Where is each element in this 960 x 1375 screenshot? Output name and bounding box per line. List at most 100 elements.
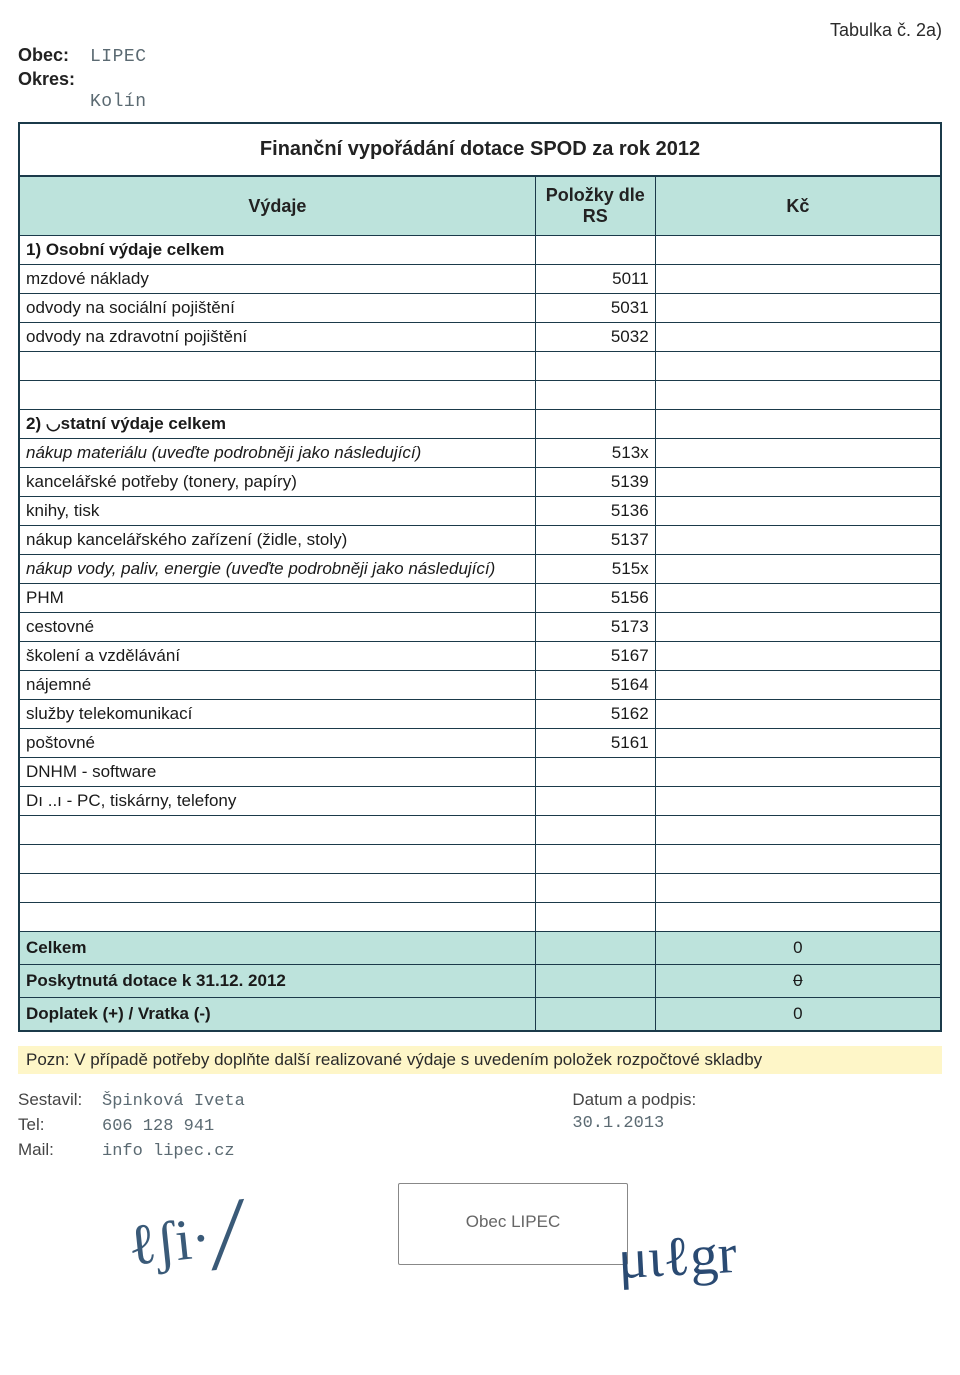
cell-label xyxy=(19,903,535,932)
cell-kc xyxy=(655,584,941,613)
cell-label: PHM xyxy=(19,584,535,613)
cell-kc xyxy=(655,468,941,497)
okres-value: Kolín xyxy=(90,92,147,112)
cell-kc xyxy=(655,526,941,555)
cell-kc xyxy=(655,729,941,758)
total-row: Celkem0 xyxy=(19,932,941,965)
cell-rs xyxy=(535,352,655,381)
cell-rs xyxy=(535,816,655,845)
table-header-row: Výdaje Položky dle RS Kč xyxy=(19,176,941,236)
cell-rs: 5139 xyxy=(535,468,655,497)
cell-label: mzdové náklady xyxy=(19,265,535,294)
table-row: nákup kancelářského zařízení (židle, sto… xyxy=(19,526,941,555)
cell-rs: 5032 xyxy=(535,323,655,352)
total-rs xyxy=(535,965,655,998)
table-row xyxy=(19,352,941,381)
cell-kc xyxy=(655,613,941,642)
cell-kc xyxy=(655,903,941,932)
total-row: Doplatek (+) / Vratka (-) 0 xyxy=(19,998,941,1032)
table-row: DNHM - software xyxy=(19,758,941,787)
cell-rs: 5136 xyxy=(535,497,655,526)
cell-label xyxy=(19,845,535,874)
cell-label: 2) ◡statní výdaje celkem xyxy=(19,410,535,439)
cell-rs xyxy=(535,381,655,410)
cell-rs: 5011 xyxy=(535,265,655,294)
cell-rs xyxy=(535,845,655,874)
cell-label xyxy=(19,352,535,381)
cell-label: nákup materiálu (uveďte podrobněji jako … xyxy=(19,439,535,468)
table-row: odvody na zdravotní pojištění5032 xyxy=(19,323,941,352)
cell-label xyxy=(19,816,535,845)
cell-label: 1) Osobní výdaje celkem xyxy=(19,236,535,265)
cell-rs xyxy=(535,903,655,932)
cell-label: poštovné xyxy=(19,729,535,758)
table-row xyxy=(19,874,941,903)
total-kc: 0 xyxy=(655,965,941,998)
mail-label: Mail: xyxy=(18,1140,88,1160)
table-row: školení a vzdělávání5167 xyxy=(19,642,941,671)
cell-kc xyxy=(655,874,941,903)
cell-kc xyxy=(655,555,941,584)
table-row: nákup vody, paliv, energie (uveďte podro… xyxy=(19,555,941,584)
table-title-row: Finanční vypořádání dotace SPOD za rok 2… xyxy=(19,123,941,176)
table-row: PHM5156 xyxy=(19,584,941,613)
tel-value: 606 128 941 xyxy=(102,1117,214,1136)
cell-label: odvody na zdravotní pojištění xyxy=(19,323,535,352)
table-number: Tabulka č. 2a) xyxy=(18,20,942,41)
table-row: nákup materiálu (uveďte podrobněji jako … xyxy=(19,439,941,468)
cell-label: nákup vody, paliv, energie (uveďte podro… xyxy=(19,555,535,584)
cell-label: nájemné xyxy=(19,671,535,700)
cell-kc xyxy=(655,758,941,787)
cell-kc xyxy=(655,642,941,671)
cell-kc xyxy=(655,700,941,729)
cell-rs: 513x xyxy=(535,439,655,468)
cell-rs: 5137 xyxy=(535,526,655,555)
table-row: cestovné5173 xyxy=(19,613,941,642)
cell-kc xyxy=(655,323,941,352)
cell-rs xyxy=(535,758,655,787)
total-rs xyxy=(535,932,655,965)
sestavil-value: Špinková Iveta xyxy=(102,1092,245,1111)
table-row: služby telekomunikací5162 xyxy=(19,700,941,729)
table-row: nájemné5164 xyxy=(19,671,941,700)
col-kc-header: Kč xyxy=(655,176,941,236)
cell-label: knihy, tisk xyxy=(19,497,535,526)
cell-kc xyxy=(655,787,941,816)
table-row xyxy=(19,845,941,874)
table-row: Dı ..ı - PC, tiskárny, telefony xyxy=(19,787,941,816)
cell-label: cestovné xyxy=(19,613,535,642)
cell-rs: 5161 xyxy=(535,729,655,758)
total-label: Doplatek (+) / Vratka (-) xyxy=(19,998,535,1032)
cell-kc xyxy=(655,236,941,265)
cell-label: služby telekomunikací xyxy=(19,700,535,729)
cell-label: DNHM - software xyxy=(19,758,535,787)
finance-table: Finanční vypořádání dotace SPOD za rok 2… xyxy=(18,122,942,1032)
okres-label: Okres: xyxy=(18,69,78,90)
cell-rs: 5156 xyxy=(535,584,655,613)
cell-label: školení a vzdělávání xyxy=(19,642,535,671)
note: Pozn: V případě potřeby doplňte další re… xyxy=(18,1046,942,1074)
signature-1: ℓʃi·╱ xyxy=(125,1199,249,1279)
footer: Sestavil: Špinková Iveta Tel: 606 128 94… xyxy=(18,1090,942,1165)
cell-kc xyxy=(655,816,941,845)
total-kc: 0 xyxy=(655,932,941,965)
cell-label xyxy=(19,874,535,903)
table-row: 2) ◡statní výdaje celkem xyxy=(19,410,941,439)
cell-rs: 5167 xyxy=(535,642,655,671)
obec-label: Obec: xyxy=(18,45,78,66)
stamp: Obec LIPEC xyxy=(398,1183,628,1265)
sestavil-label: Sestavil: xyxy=(18,1090,88,1110)
total-kc: 0 xyxy=(655,998,941,1032)
cell-label: Dı ..ı - PC, tiskárny, telefony xyxy=(19,787,535,816)
mail-value: info lipec.cz xyxy=(102,1142,235,1161)
cell-rs xyxy=(535,236,655,265)
cell-label: nákup kancelářského zařízení (židle, sto… xyxy=(19,526,535,555)
table-row xyxy=(19,381,941,410)
cell-kc xyxy=(655,265,941,294)
cell-rs xyxy=(535,787,655,816)
cell-rs: 5031 xyxy=(535,294,655,323)
cell-kc xyxy=(655,381,941,410)
total-row: Poskytnutá dotace k 31.12. 20120 xyxy=(19,965,941,998)
table-row: poštovné5161 xyxy=(19,729,941,758)
datum-label: Datum a podpis: xyxy=(572,1090,696,1110)
